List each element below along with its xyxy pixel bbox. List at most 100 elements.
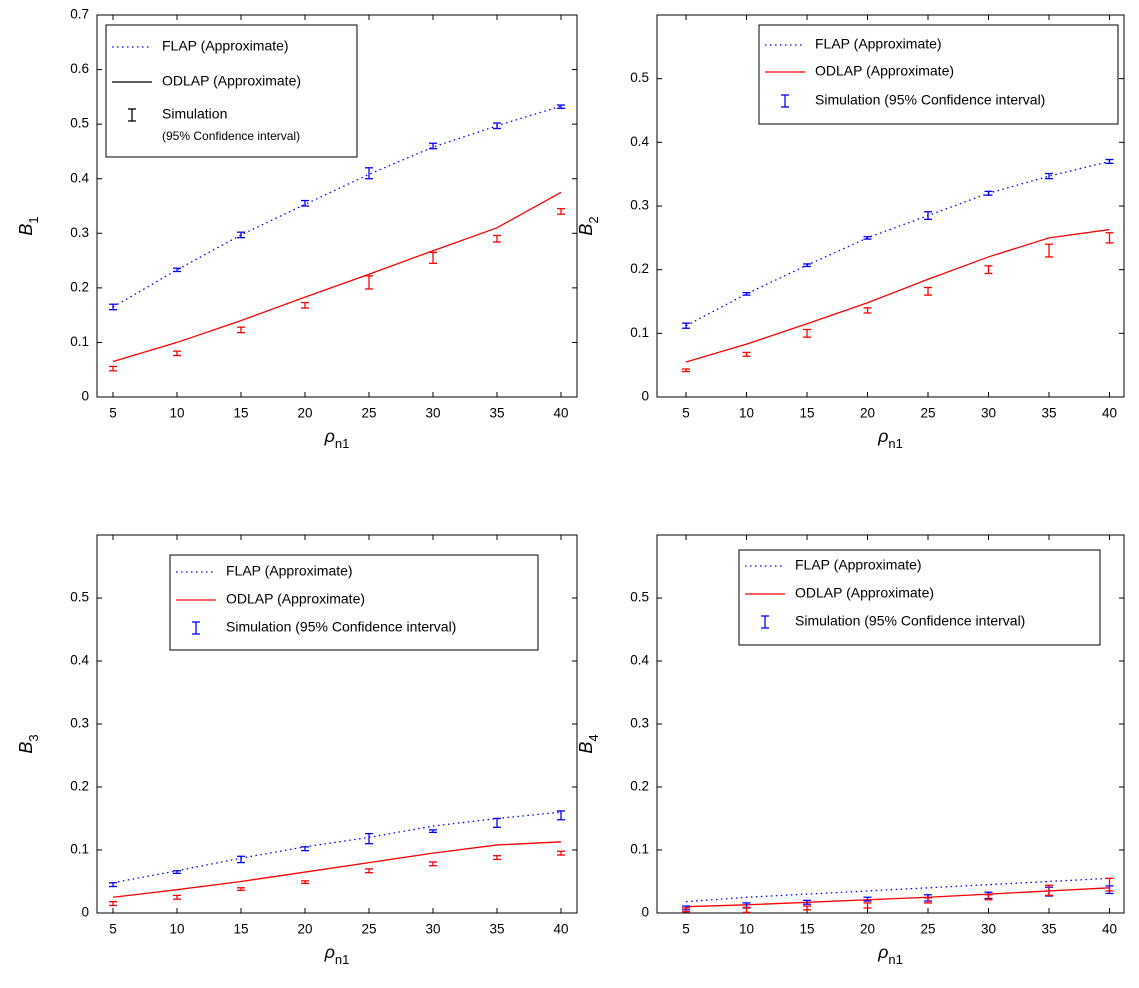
legend-label: FLAP (Approximate) xyxy=(162,38,289,54)
x-tick-label: 5 xyxy=(682,406,690,421)
y-tick-label: 0.2 xyxy=(630,261,649,276)
y-tick-label: 0.3 xyxy=(70,716,89,731)
x-tick-label: 40 xyxy=(553,406,568,421)
error-bar xyxy=(924,286,933,296)
x-tick-label: 20 xyxy=(860,406,875,421)
x-tick-label: 20 xyxy=(860,922,875,937)
error-bar xyxy=(803,263,812,268)
y-tick-label: 0.2 xyxy=(630,779,649,794)
x-axis-label: ρn1 xyxy=(877,942,903,967)
legend-label: ODLAP (Approximate) xyxy=(162,73,301,89)
series-line xyxy=(685,228,1110,363)
x-axis-label: ρn1 xyxy=(877,426,903,451)
error-bar xyxy=(682,907,691,913)
x-tick-label: 40 xyxy=(1102,922,1117,937)
x-tick-label: 20 xyxy=(297,406,312,421)
legend-note: (95% Confidence interval) xyxy=(162,129,300,143)
error-bar xyxy=(109,303,117,311)
error-bar xyxy=(682,368,691,373)
y-tick-label: 0 xyxy=(641,389,649,404)
error-bar xyxy=(301,199,309,207)
error-bar xyxy=(365,868,373,874)
x-tick-label: 35 xyxy=(1041,922,1056,937)
y-tick-label: 0.6 xyxy=(70,61,89,76)
x-tick-label: 30 xyxy=(981,406,996,421)
x-tick-label: 15 xyxy=(233,922,248,937)
x-tick-label: 5 xyxy=(109,406,117,421)
error-bar xyxy=(742,291,751,296)
legend-box xyxy=(169,554,539,651)
y-tick-label: 0.4 xyxy=(630,134,649,149)
error-bar xyxy=(557,208,565,215)
error-bar xyxy=(301,846,309,852)
x-tick-label: 40 xyxy=(1102,406,1117,421)
x-tick-label: 5 xyxy=(682,922,690,937)
error-bar xyxy=(863,235,872,240)
legend-label: Simulation xyxy=(162,106,227,122)
error-bar xyxy=(1044,243,1053,258)
x-tick-label: 15 xyxy=(800,406,815,421)
series-line xyxy=(112,841,562,898)
error-bar xyxy=(984,265,993,275)
y-tick-label: 0.1 xyxy=(630,842,649,857)
x-tick-label: 10 xyxy=(739,406,754,421)
error-bar xyxy=(173,894,181,900)
y-tick-label: 0.3 xyxy=(630,198,649,213)
x-tick-label: 25 xyxy=(361,406,376,421)
error-bar xyxy=(863,902,872,909)
x-tick-label: 10 xyxy=(739,922,754,937)
y-tick-label: 0.2 xyxy=(70,779,89,794)
error-bar xyxy=(493,855,501,861)
y-tick-label: 0 xyxy=(81,389,89,404)
y-tick-label: 0.4 xyxy=(70,170,89,185)
legend-label: Simulation (95% Confidence interval) xyxy=(795,613,1025,629)
error-bar xyxy=(173,350,181,357)
y-axis-label: B4 xyxy=(576,734,601,753)
x-tick-label: 25 xyxy=(920,406,935,421)
x-tick-label: 35 xyxy=(489,406,504,421)
error-bar xyxy=(429,861,437,867)
error-bar xyxy=(301,301,309,309)
y-tick-label: 0.3 xyxy=(630,716,649,731)
error-bar xyxy=(557,850,565,856)
x-tick-label: 10 xyxy=(169,922,184,937)
series-line xyxy=(112,191,562,363)
y-tick-label: 0.2 xyxy=(70,279,89,294)
error-bar xyxy=(742,351,751,357)
y-tick-label: 0.4 xyxy=(70,653,89,668)
x-tick-label: 10 xyxy=(169,406,184,421)
legend-label: Simulation (95% Confidence interval) xyxy=(815,92,1045,108)
y-axis-label: B1 xyxy=(16,216,41,235)
error-bar xyxy=(557,104,565,109)
legend-label: ODLAP (Approximate) xyxy=(795,585,934,601)
y-tick-label: 0 xyxy=(641,905,649,920)
x-tick-label: 5 xyxy=(109,922,117,937)
x-tick-label: 30 xyxy=(425,406,440,421)
error-bar xyxy=(493,122,501,130)
error-bar xyxy=(984,894,993,901)
legend-label: Simulation (95% Confidence interval) xyxy=(226,619,456,635)
error-bar xyxy=(1044,884,1053,897)
x-tick-label: 25 xyxy=(920,922,935,937)
legend-label: FLAP (Approximate) xyxy=(795,557,922,573)
error-bar xyxy=(1044,172,1053,180)
error-bar xyxy=(493,817,501,828)
error-bar xyxy=(429,251,437,264)
error-bar xyxy=(924,211,933,221)
series-line xyxy=(685,877,1110,903)
y-axis-label: B2 xyxy=(576,216,601,235)
y-tick-label: 0.1 xyxy=(70,842,89,857)
error-bar xyxy=(237,855,245,864)
x-tick-label: 15 xyxy=(233,406,248,421)
legend-symbol xyxy=(761,615,769,629)
error-bar xyxy=(863,896,872,902)
x-tick-label: 15 xyxy=(800,922,815,937)
error-bar xyxy=(237,231,245,239)
y-tick-label: 0.5 xyxy=(630,70,649,85)
y-tick-label: 0.1 xyxy=(70,334,89,349)
y-tick-label: 0 xyxy=(81,905,89,920)
x-axis-label: ρn1 xyxy=(324,426,350,451)
legend-label: ODLAP (Approximate) xyxy=(815,63,954,79)
error-bar xyxy=(301,880,309,885)
legend-label: FLAP (Approximate) xyxy=(815,36,942,52)
